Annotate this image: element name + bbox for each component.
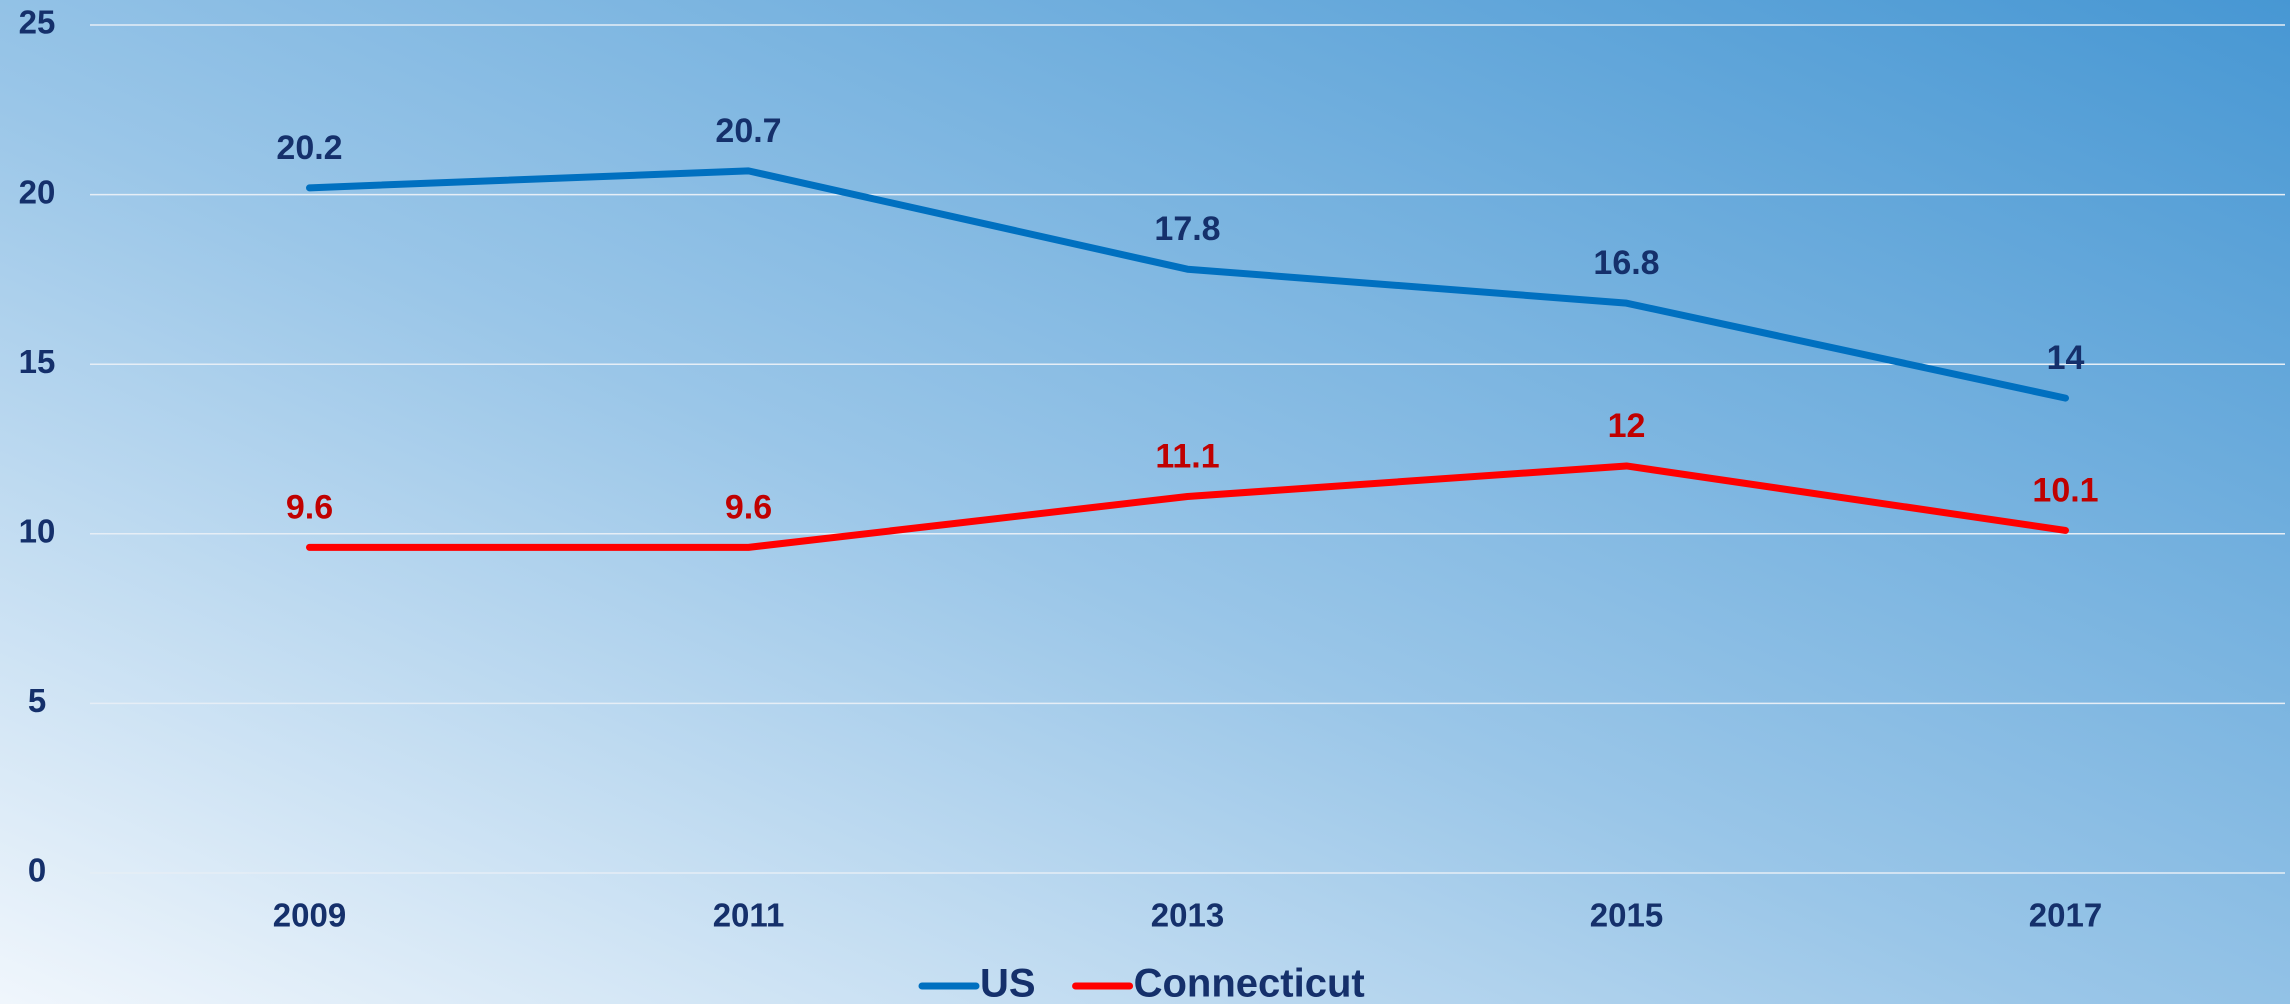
data-label: 12 bbox=[1608, 407, 1646, 445]
series-line bbox=[306, 167, 2069, 402]
legend-label: US bbox=[980, 962, 1036, 1004]
data-label: 20.7 bbox=[715, 112, 781, 150]
y-tick-label: 10 bbox=[19, 513, 56, 550]
x-tick-label: 2015 bbox=[1590, 897, 1663, 934]
x-tick-label: 2011 bbox=[713, 897, 785, 934]
data-label: 10.1 bbox=[2032, 471, 2098, 509]
data-label: 14 bbox=[2047, 339, 2085, 377]
y-tick-label: 5 bbox=[28, 682, 46, 719]
data-label: 9.6 bbox=[286, 488, 333, 526]
x-tick-label: 2013 bbox=[1151, 897, 1224, 934]
data-label: 16.8 bbox=[1593, 244, 1659, 282]
data-label: 17.8 bbox=[1154, 210, 1220, 248]
data-label: 11.1 bbox=[1155, 437, 1219, 475]
y-tick-label: 15 bbox=[19, 343, 56, 380]
data-label: 9.6 bbox=[725, 488, 772, 526]
x-tick-label: 2009 bbox=[273, 897, 346, 934]
data-label: 20.2 bbox=[276, 129, 342, 167]
series-line bbox=[306, 462, 2069, 551]
legend-label: Connecticut bbox=[1134, 962, 1365, 1004]
y-tick-label: 25 bbox=[19, 4, 56, 41]
x-tick-label: 2017 bbox=[2029, 897, 2102, 934]
y-tick-label: 0 bbox=[28, 852, 46, 889]
y-tick-label: 20 bbox=[19, 173, 56, 210]
